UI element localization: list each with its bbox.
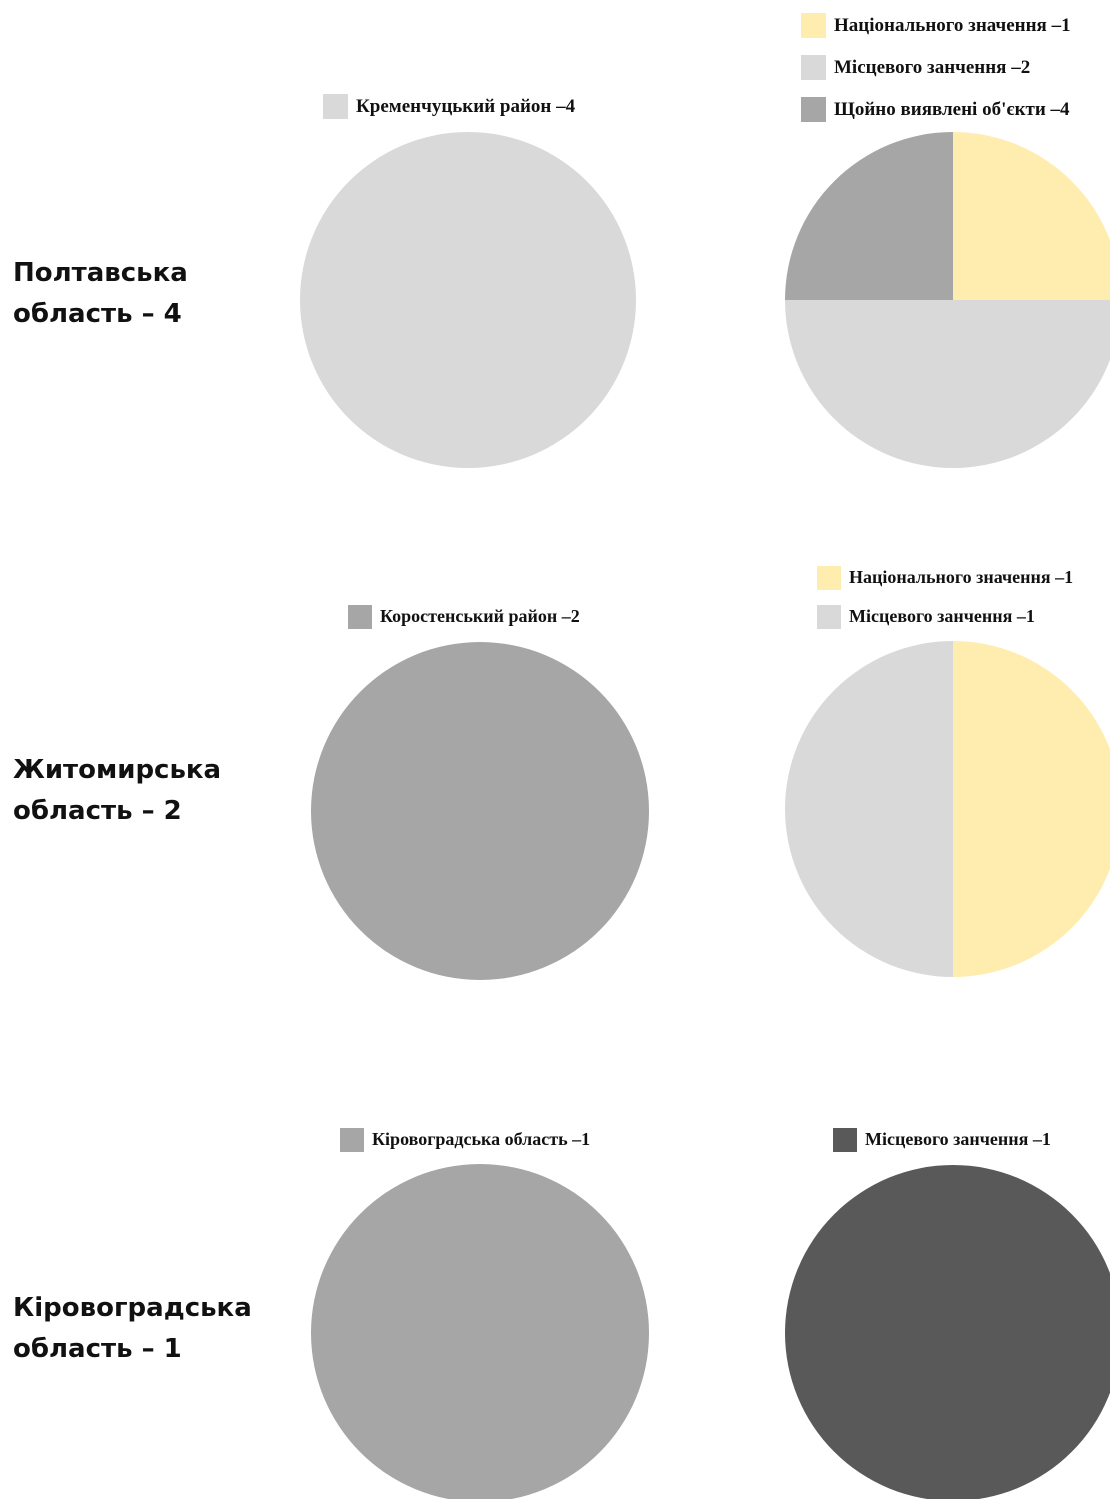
row-label: Кіровоградська область – 1 (13, 1293, 252, 1364)
legend-label: Щойно виявлені об'єкти –4 (834, 99, 1070, 120)
legend-swatch (801, 97, 826, 122)
legend-swatch (340, 1128, 364, 1152)
row-label: Полтавська область – 4 (13, 258, 188, 329)
pie-slice (953, 132, 1110, 300)
legend-label: Місцевого занчення –1 (865, 1129, 1051, 1149)
pie-slice (785, 300, 1110, 468)
pie-slice (953, 641, 1110, 977)
legend-swatch (833, 1128, 857, 1152)
legend-label: Коростенський район –2 (380, 606, 580, 626)
legend-label: Місцевого занчення –1 (849, 606, 1035, 626)
pie-slice (785, 1165, 1110, 1499)
legend-label: Кременчуцький район –4 (356, 96, 576, 117)
legend-swatch (817, 605, 841, 629)
pie-slice (785, 132, 953, 300)
legend-swatch (348, 605, 372, 629)
pie-slice (311, 1164, 649, 1499)
pie-slice (785, 641, 953, 977)
pie-slice (311, 642, 649, 980)
legend-label: Кіровоградська область –1 (372, 1129, 590, 1149)
legend-label: Національного значення –1 (834, 15, 1071, 36)
legend-swatch (801, 55, 826, 80)
legend-label: Національного значення –1 (849, 567, 1073, 587)
legend-swatch (323, 94, 348, 119)
legend-label: Місцевого занчення –2 (834, 57, 1030, 78)
pie-slice (300, 132, 636, 468)
legend-swatch (817, 566, 841, 590)
legend-swatch (801, 13, 826, 38)
row-label: Житомирська область – 2 (13, 755, 222, 826)
